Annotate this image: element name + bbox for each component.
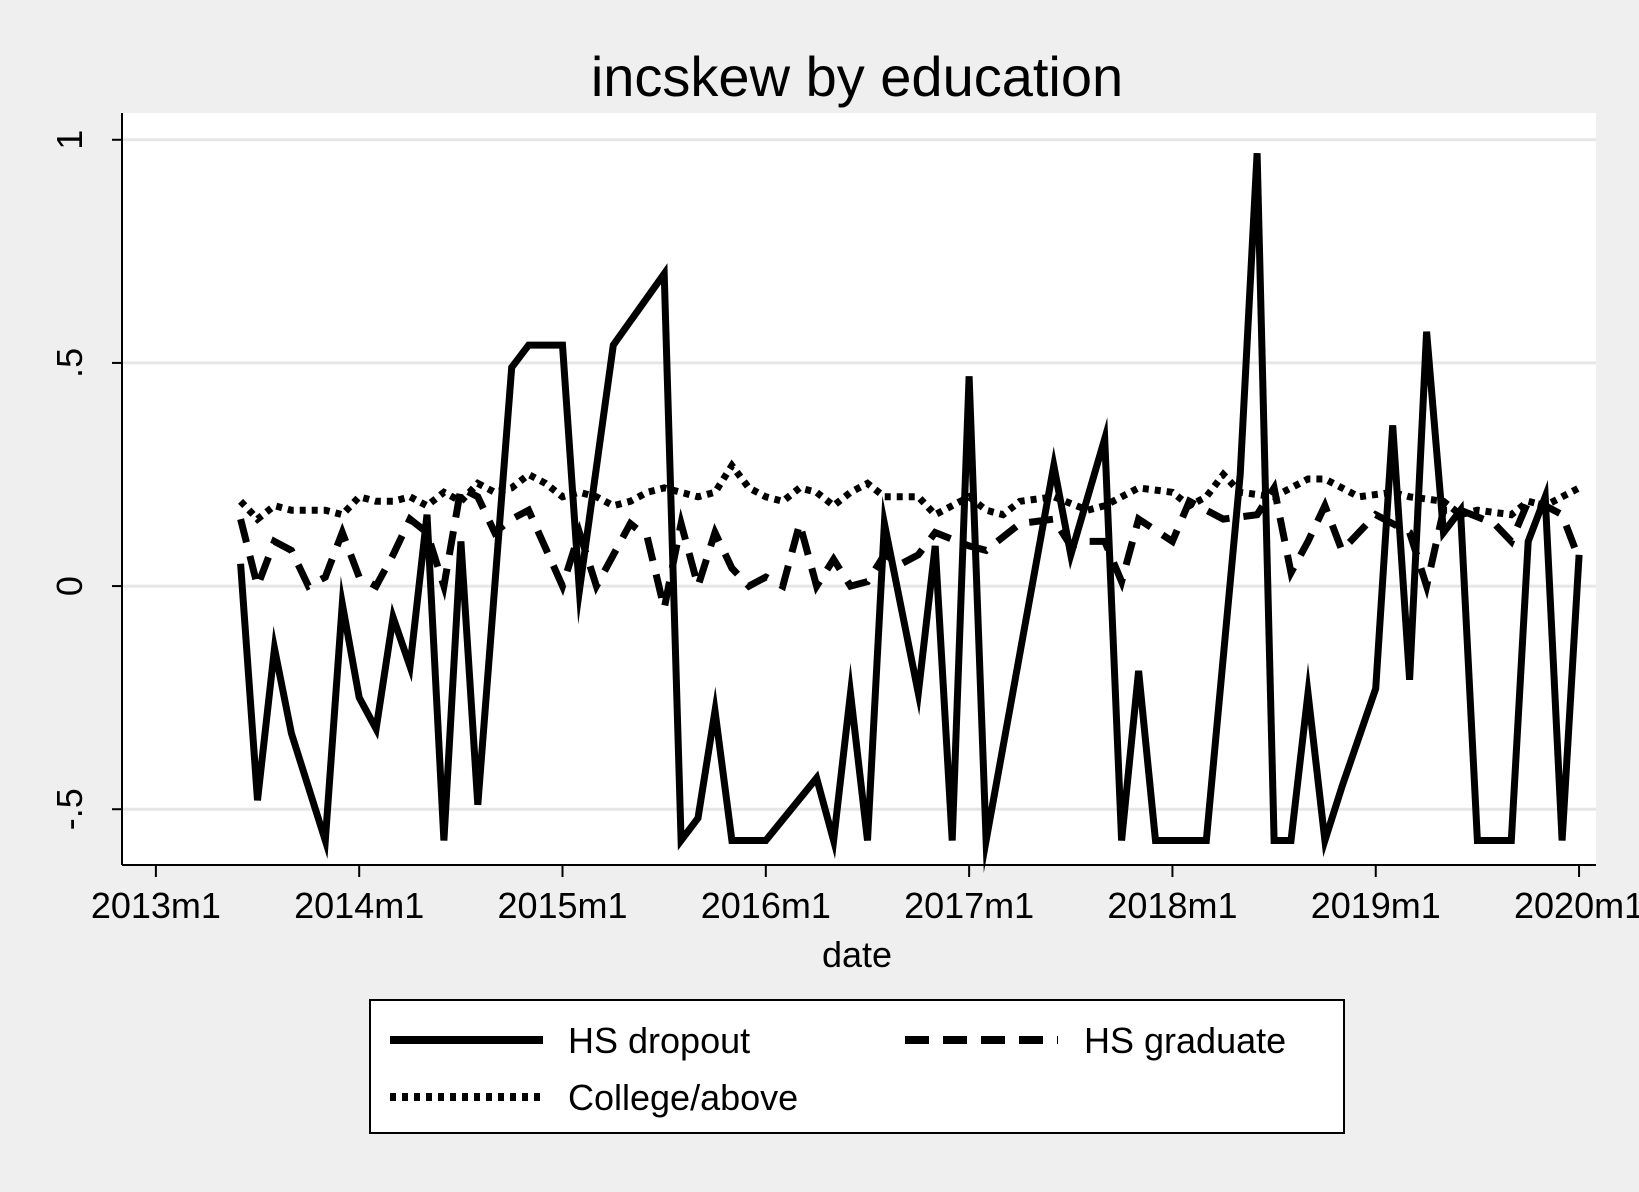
y-tick-label: -.5: [49, 788, 90, 830]
series-line-college-above: [238, 459, 1581, 524]
x-tick-label: 2018m1: [1107, 885, 1237, 926]
x-axis: 2013m1 2014m1 2015m1 2016m1 2017m1 2018m1 2019…: [91, 865, 1639, 926]
legend: HS dropout HS graduate College/above: [369, 999, 1345, 1134]
legend-label-hs-dropout: HS dropout: [568, 1020, 750, 1061]
y-tick-label: 0: [49, 576, 90, 596]
x-tick-label: 2016m1: [701, 885, 831, 926]
x-tick-label: 2014m1: [294, 885, 424, 926]
x-tick-label: 2013m1: [91, 885, 221, 926]
chart-title: incskew by education: [591, 45, 1123, 108]
legend-box: [369, 999, 1345, 1134]
series-line-hs-dropout: [237, 153, 1583, 873]
y-tick-label: .5: [49, 348, 90, 378]
x-axis-title: date: [822, 934, 892, 975]
x-tick-label: 2020m1: [1514, 885, 1639, 926]
y-axis: 1 .5 0 -.5: [49, 130, 122, 830]
legend-label-hs-graduate: HS graduate: [1084, 1020, 1286, 1061]
x-tick-label: 2019m1: [1311, 885, 1441, 926]
plot-area: [121, 113, 1596, 873]
x-tick-label: 2017m1: [904, 885, 1034, 926]
y-tick-label: 1: [49, 130, 90, 150]
series-lines: [237, 153, 1583, 873]
series-line-hs-graduate: [237, 478, 1583, 625]
x-tick-label: 2015m1: [497, 885, 627, 926]
legend-label-college-above: College/above: [568, 1077, 798, 1118]
